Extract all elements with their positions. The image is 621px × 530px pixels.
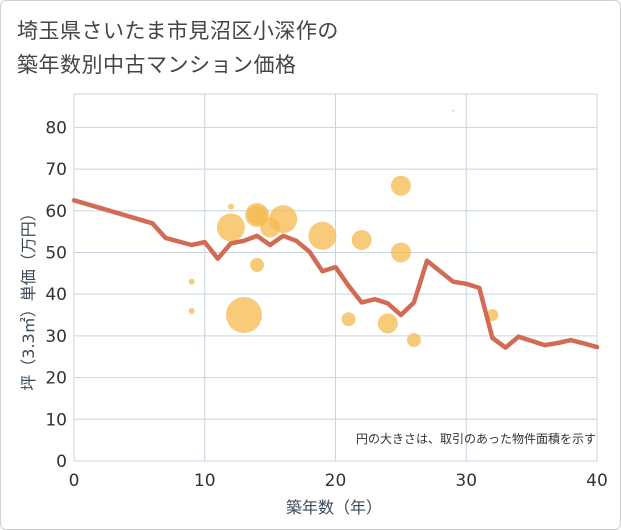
x-axis-label: 築年数（年） bbox=[286, 498, 382, 517]
data-bubble bbox=[216, 213, 245, 242]
data-bubble bbox=[250, 257, 265, 272]
data-bubble bbox=[341, 312, 356, 327]
data-bubble bbox=[452, 109, 455, 112]
y-tick-label: 10 bbox=[45, 410, 67, 430]
y-tick-label: 80 bbox=[45, 118, 67, 138]
bubble-size-note: 円の大きさは、取引のあった物件面積を示す bbox=[356, 431, 596, 446]
data-bubble bbox=[188, 278, 195, 285]
data-bubble bbox=[351, 229, 372, 250]
data-bubble bbox=[377, 313, 398, 334]
bubble-layer bbox=[188, 109, 499, 348]
chart-title-line1: 埼玉県さいたま市見沼区小深作の bbox=[17, 19, 339, 43]
chart-title-line2: 築年数別中古マンション価格 bbox=[17, 53, 297, 77]
average-price-line bbox=[71, 198, 600, 350]
data-bubble bbox=[227, 203, 234, 210]
data-bubble bbox=[269, 205, 298, 234]
data-bubble bbox=[406, 333, 421, 348]
data-bubble bbox=[390, 242, 411, 263]
y-tick-label: 30 bbox=[45, 327, 67, 347]
y-tick-label: 20 bbox=[45, 369, 67, 389]
y-tick-label: 50 bbox=[45, 243, 67, 263]
y-tick-label: 70 bbox=[45, 160, 67, 180]
y-tick-label: 60 bbox=[45, 202, 67, 222]
y-tick-label: 0 bbox=[56, 452, 67, 472]
x-tick-label: 40 bbox=[586, 471, 608, 491]
x-tick-label: 0 bbox=[69, 471, 80, 491]
data-bubble bbox=[390, 175, 411, 196]
x-tick-label: 20 bbox=[325, 471, 347, 491]
data-bubble bbox=[225, 297, 262, 334]
y-axis-label: 坪（3.3㎡）単価（万円） bbox=[19, 205, 38, 390]
data-bubble bbox=[188, 307, 195, 314]
grid bbox=[73, 93, 598, 462]
tick-layer: 0 10 20 30 40 50 60 70 80 0 10 20 30 40 bbox=[45, 118, 607, 491]
x-tick-label: 30 bbox=[455, 471, 477, 491]
chart-title: 埼玉県さいたま市見沼区小深作の 築年数別中古マンション価格 bbox=[17, 14, 339, 82]
x-tick-label: 10 bbox=[194, 471, 216, 491]
data-bubble bbox=[308, 221, 337, 250]
line-layer bbox=[71, 198, 600, 350]
y-tick-label: 40 bbox=[45, 285, 67, 305]
data-bubble bbox=[247, 204, 268, 225]
